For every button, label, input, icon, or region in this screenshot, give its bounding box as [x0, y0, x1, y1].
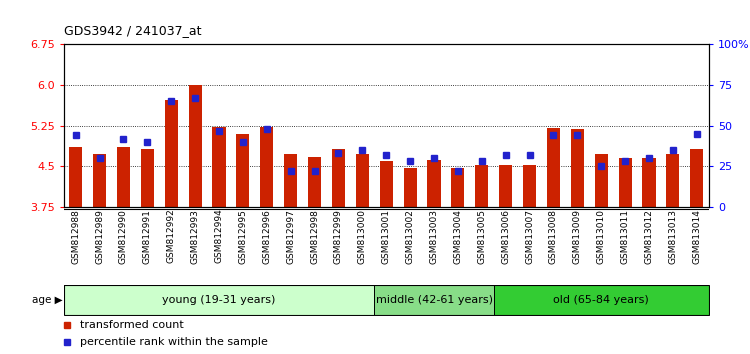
Text: GDS3942 / 241037_at: GDS3942 / 241037_at	[64, 24, 201, 37]
Bar	[427, 160, 440, 207]
Text: GSM813008: GSM813008	[549, 209, 558, 264]
Bar	[236, 134, 250, 207]
Bar	[500, 165, 512, 207]
Text: young (19-31 years): young (19-31 years)	[162, 295, 276, 305]
Text: GSM813009: GSM813009	[573, 209, 582, 264]
Text: GSM812989: GSM812989	[95, 209, 104, 263]
Text: GSM813000: GSM813000	[358, 209, 367, 264]
Bar	[404, 168, 417, 207]
Bar	[308, 156, 321, 207]
Text: old (65-84 years): old (65-84 years)	[554, 295, 649, 305]
Text: GSM813007: GSM813007	[525, 209, 534, 264]
Bar	[666, 154, 680, 207]
Bar	[690, 149, 703, 207]
Bar	[356, 154, 369, 207]
Text: GSM813001: GSM813001	[382, 209, 391, 264]
Bar	[452, 168, 464, 207]
Text: transformed count: transformed count	[80, 320, 184, 330]
Text: GSM812999: GSM812999	[334, 209, 343, 263]
Bar	[380, 161, 393, 207]
Bar	[93, 154, 106, 207]
Bar	[595, 154, 608, 207]
Text: GSM813013: GSM813013	[668, 209, 677, 264]
Bar	[619, 158, 632, 207]
Text: age ▶: age ▶	[32, 295, 62, 305]
Text: percentile rank within the sample: percentile rank within the sample	[80, 337, 268, 347]
Text: GSM812995: GSM812995	[238, 209, 248, 263]
Bar	[374, 285, 494, 315]
Text: GSM813003: GSM813003	[430, 209, 439, 264]
Bar	[165, 100, 178, 207]
Bar	[571, 130, 584, 207]
Text: GSM813002: GSM813002	[406, 209, 415, 263]
Bar	[69, 147, 82, 207]
Bar	[141, 149, 154, 207]
Text: GSM813014: GSM813014	[692, 209, 701, 263]
Text: GSM812997: GSM812997	[286, 209, 296, 263]
Bar	[523, 165, 536, 207]
Bar	[332, 149, 345, 207]
Text: GSM812990: GSM812990	[119, 209, 128, 263]
Text: GSM813012: GSM813012	[644, 209, 653, 263]
Text: GSM812991: GSM812991	[142, 209, 152, 263]
Bar	[547, 129, 560, 207]
Text: middle (42-61 years): middle (42-61 years)	[376, 295, 493, 305]
Bar	[284, 154, 297, 207]
Bar	[494, 285, 709, 315]
Bar	[188, 85, 202, 207]
Bar	[117, 147, 130, 207]
Bar	[476, 165, 488, 207]
Text: GSM812996: GSM812996	[262, 209, 272, 263]
Bar	[64, 285, 374, 315]
Text: GSM812998: GSM812998	[310, 209, 319, 263]
Text: GSM813010: GSM813010	[597, 209, 606, 264]
Text: GSM813005: GSM813005	[477, 209, 486, 264]
Text: GSM812992: GSM812992	[166, 209, 176, 263]
Text: GSM812988: GSM812988	[71, 209, 80, 263]
Bar	[643, 158, 656, 207]
Text: GSM813011: GSM813011	[621, 209, 630, 264]
Text: GSM813006: GSM813006	[501, 209, 510, 264]
Bar	[260, 127, 273, 207]
Text: GSM813004: GSM813004	[454, 209, 463, 263]
Text: GSM812993: GSM812993	[190, 209, 200, 263]
Bar	[212, 127, 226, 207]
Text: GSM812994: GSM812994	[214, 209, 223, 263]
